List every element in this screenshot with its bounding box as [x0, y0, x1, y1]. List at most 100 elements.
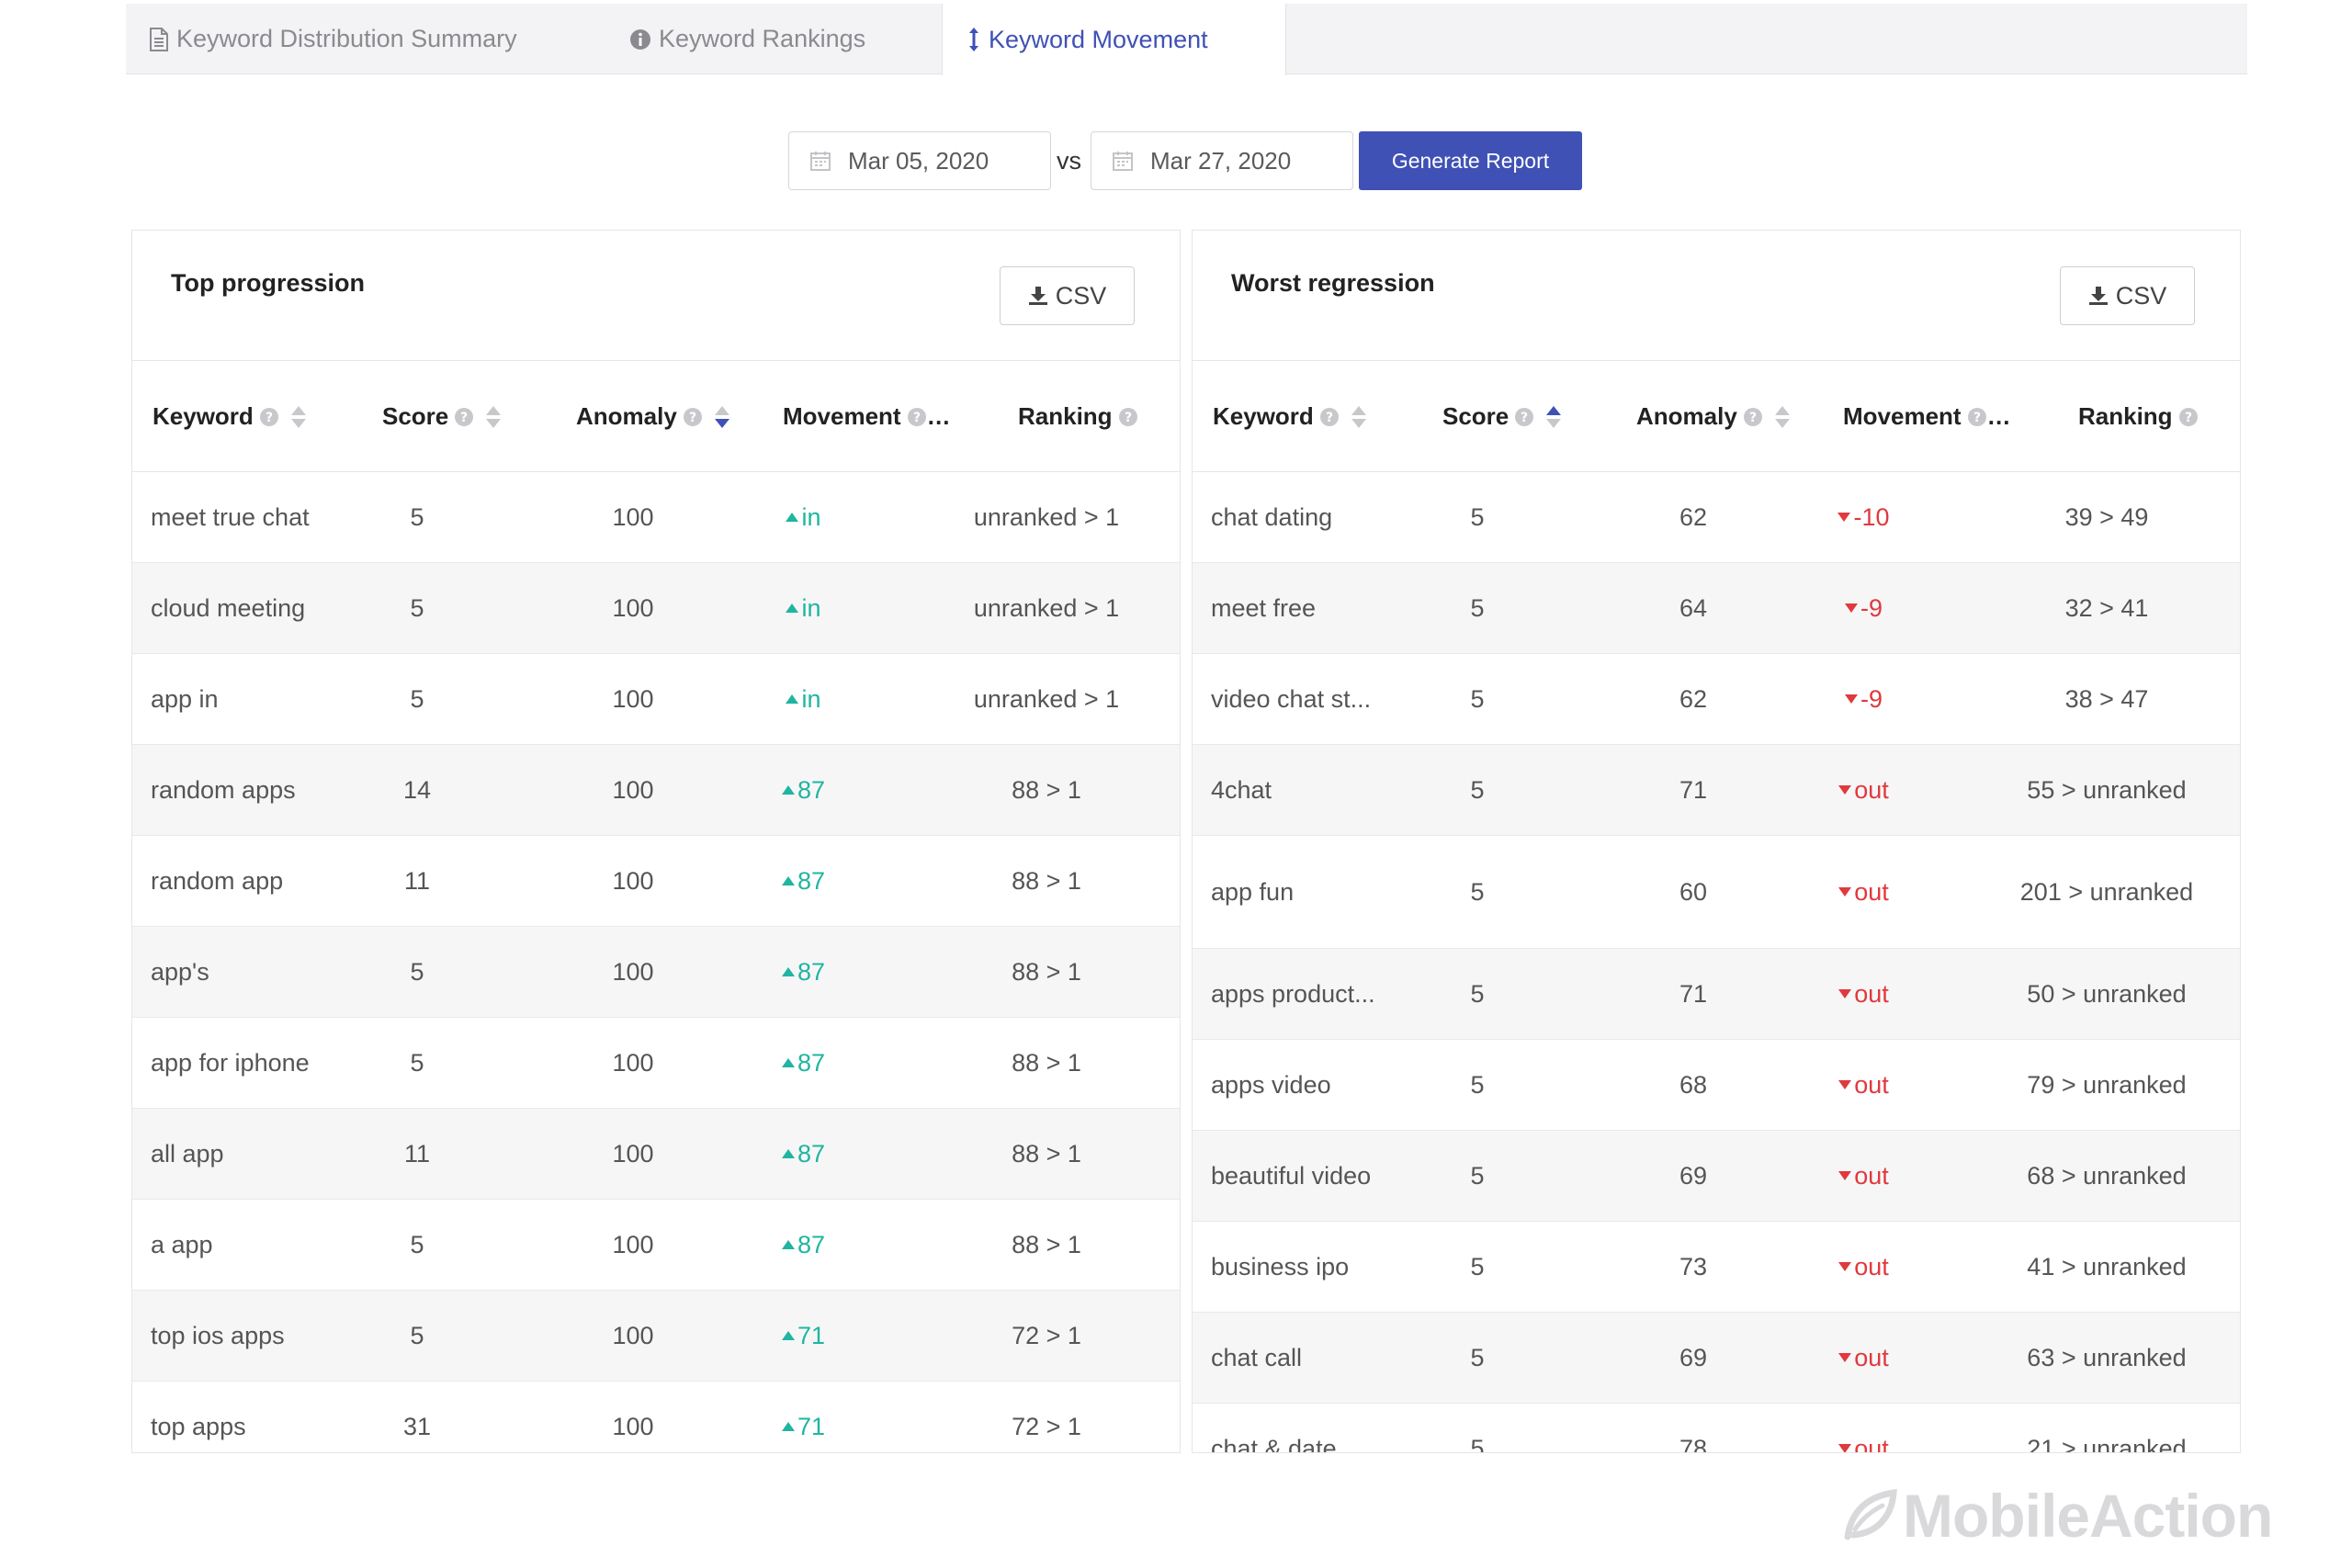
- movement-cell: -9: [1762, 654, 1964, 744]
- end-date-input[interactable]: Mar 27, 2020: [1091, 131, 1353, 190]
- triangle-up-icon: [781, 875, 796, 886]
- help-icon[interactable]: ?: [1743, 407, 1763, 427]
- triangle-up-icon: [785, 512, 799, 523]
- column-movement[interactable]: Movement ? …: [783, 361, 951, 472]
- table-row[interactable]: all app 11 100 87 88 > 1: [132, 1109, 1180, 1200]
- tab-label: Keyword Rankings: [659, 25, 866, 52]
- tab-keyword-rankings[interactable]: Keyword Rankings: [629, 4, 865, 74]
- column-keyword[interactable]: Keyword ?: [153, 361, 307, 472]
- column-keyword[interactable]: Keyword ?: [1213, 361, 1367, 472]
- column-label: Keyword: [1213, 402, 1314, 430]
- column-ranking[interactable]: Ranking ?: [2078, 361, 2199, 472]
- sort-icon[interactable]: [1351, 405, 1367, 429]
- table-row[interactable]: business ipo 5 73 out 41 > unranked: [1193, 1222, 2240, 1313]
- help-icon[interactable]: ?: [1319, 407, 1340, 427]
- score-cell: 5: [1470, 1161, 1485, 1190]
- ranking-cell: 21 > unranked: [2027, 1434, 2187, 1453]
- ranking-cell: unranked > 1: [973, 684, 1120, 713]
- date-separator: vs: [1057, 147, 1081, 175]
- help-icon[interactable]: ?: [2178, 407, 2199, 427]
- column-movement[interactable]: Movement ? …: [1843, 361, 2011, 472]
- column-score[interactable]: Score ?: [1442, 361, 1562, 472]
- table-row[interactable]: apps product... 5 71 out 50 > unranked: [1193, 949, 2240, 1040]
- brand-logo: MobileAction: [1842, 1481, 2273, 1551]
- movement-cell: in: [702, 563, 904, 653]
- keyword-cell: video chat st...: [1211, 684, 1372, 713]
- csv-download-button[interactable]: CSV: [1000, 266, 1135, 325]
- column-label: Score: [382, 402, 449, 430]
- keyword-cell: app in: [151, 684, 219, 713]
- score-cell: 5: [410, 502, 424, 531]
- ranking-cell: unranked > 1: [973, 502, 1120, 531]
- ranking-cell: 72 > 1: [1012, 1321, 1081, 1349]
- generate-report-button[interactable]: Generate Report: [1359, 131, 1582, 190]
- table-row[interactable]: video chat st... 5 62 -9 38 > 47: [1193, 654, 2240, 745]
- table-row[interactable]: top ios apps 5 100 71 72 > 1: [132, 1291, 1180, 1382]
- table-row[interactable]: app fun 5 60 out 201 > unranked: [1193, 836, 2240, 949]
- tab-label: Keyword Distribution Summary: [176, 25, 517, 52]
- table-row[interactable]: apps video 5 68 out 79 > unranked: [1193, 1040, 2240, 1131]
- movement-value: 71: [781, 1322, 825, 1350]
- table-row[interactable]: a app 5 100 87 88 > 1: [132, 1200, 1180, 1291]
- anomaly-cell: 73: [1679, 1252, 1708, 1280]
- sort-asc-icon[interactable]: [1545, 405, 1562, 429]
- sort-desc-icon[interactable]: [714, 405, 730, 429]
- tab-keyword-distribution-summary[interactable]: Keyword Distribution Summary: [149, 4, 517, 74]
- movement-cell: -10: [1762, 472, 1964, 562]
- tab-keyword-movement[interactable]: Keyword Movement: [942, 4, 1286, 75]
- csv-download-button[interactable]: CSV: [2060, 266, 2195, 325]
- table-row[interactable]: random apps 14 100 87 88 > 1: [132, 745, 1180, 836]
- sort-icon[interactable]: [290, 405, 307, 429]
- sort-icon[interactable]: [1774, 405, 1791, 429]
- table-row[interactable]: chat call 5 69 out 63 > unranked: [1193, 1313, 2240, 1404]
- anomaly-cell: 100: [612, 957, 654, 986]
- table-row[interactable]: beautiful video 5 69 out 68 > unranked: [1193, 1131, 2240, 1222]
- svg-text:?: ?: [2185, 411, 2192, 425]
- start-date-value: Mar 05, 2020: [848, 146, 989, 175]
- help-icon[interactable]: ?: [454, 407, 474, 427]
- help-icon[interactable]: ?: [1118, 407, 1138, 427]
- table-row[interactable]: chat dating 5 62 -10 39 > 49: [1193, 472, 2240, 563]
- table-row[interactable]: meet free 5 64 -9 32 > 41: [1193, 563, 2240, 654]
- table-row[interactable]: cloud meeting 5 100 in unranked > 1: [132, 563, 1180, 654]
- svg-text:?: ?: [1749, 411, 1757, 425]
- table-row[interactable]: meet true chat 5 100 in unranked > 1: [132, 472, 1180, 563]
- help-icon[interactable]: ?: [259, 407, 279, 427]
- table-row[interactable]: app in 5 100 in unranked > 1: [132, 654, 1180, 745]
- ranking-cell: 32 > 41: [2064, 593, 2149, 622]
- table-row[interactable]: random app 11 100 87 88 > 1: [132, 836, 1180, 927]
- score-cell: 5: [410, 1048, 424, 1077]
- ranking-cell: 88 > 1: [1012, 1048, 1081, 1077]
- sort-icon[interactable]: [485, 405, 502, 429]
- movement-cell: out: [1762, 1404, 1964, 1452]
- column-anomaly[interactable]: Anomaly ?: [1636, 361, 1791, 472]
- table-row[interactable]: app for iphone 5 100 87 88 > 1: [132, 1018, 1180, 1109]
- anomaly-cell: 60: [1679, 877, 1708, 906]
- score-cell: 5: [1470, 684, 1485, 713]
- worst-regression-panel: Worst regression CSV Keyword ? Score ? A…: [1192, 230, 2241, 1453]
- column-score[interactable]: Score ?: [382, 361, 502, 472]
- table-row[interactable]: app's 5 100 87 88 > 1: [132, 927, 1180, 1018]
- movement-text: -10: [1853, 502, 1890, 531]
- movement-cell: 71: [702, 1291, 904, 1381]
- column-anomaly[interactable]: Anomaly ?: [576, 361, 730, 472]
- table-row[interactable]: top apps 31 100 71 72 > 1: [132, 1382, 1180, 1452]
- triangle-down-icon: [1837, 512, 1851, 523]
- table-row[interactable]: chat & date 5 78 out 21 > unranked: [1193, 1404, 2240, 1453]
- movement-text: -9: [1860, 684, 1883, 713]
- table-row[interactable]: 4chat 5 71 out 55 > unranked: [1193, 745, 2240, 836]
- calendar-icon: [809, 150, 831, 172]
- movement-cell: 87: [702, 1109, 904, 1199]
- help-icon[interactable]: ?: [907, 407, 927, 427]
- start-date-input[interactable]: Mar 05, 2020: [788, 131, 1051, 190]
- help-icon[interactable]: ?: [1514, 407, 1534, 427]
- help-icon[interactable]: ?: [1967, 407, 1987, 427]
- movement-cell: in: [702, 654, 904, 744]
- movement-value: out: [1838, 776, 1889, 805]
- column-label: Ranking: [2078, 402, 2173, 430]
- triangle-up-icon: [785, 603, 799, 614]
- movement-value: 87: [781, 958, 825, 987]
- help-icon[interactable]: ?: [683, 407, 703, 427]
- column-ranking[interactable]: Ranking ?: [1018, 361, 1138, 472]
- triangle-down-icon: [1838, 1170, 1852, 1181]
